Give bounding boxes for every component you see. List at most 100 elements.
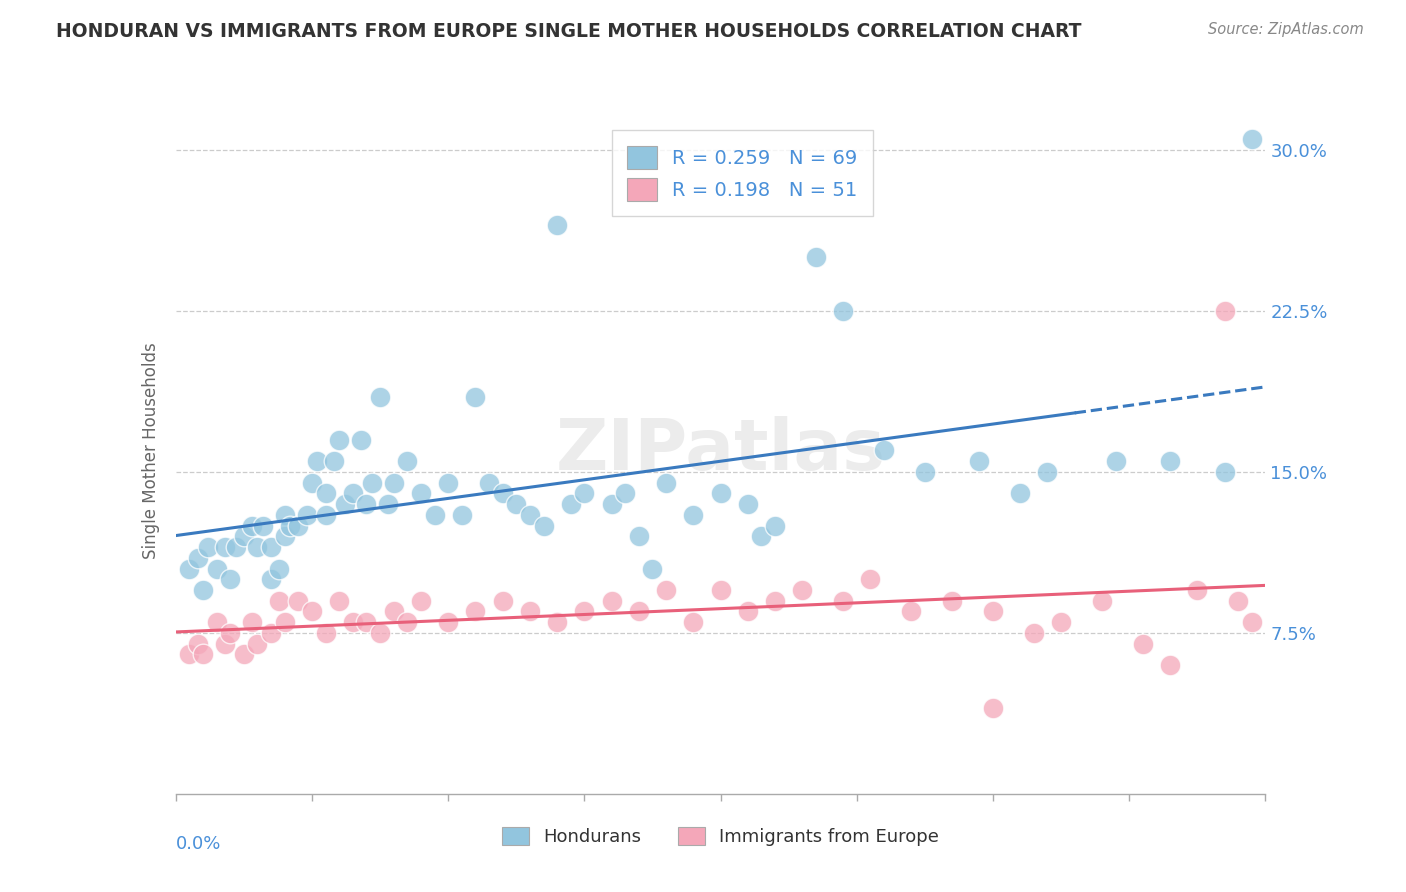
Point [600,593,623,607]
Point [914,465,936,479]
Text: 0.0%: 0.0% [176,835,221,853]
Point [205,561,228,575]
Point [737,604,759,618]
Point [287,593,309,607]
Point [1227,593,1250,607]
Point [240,615,263,630]
Point [295,508,318,522]
Point [219,572,242,586]
Point [240,518,263,533]
Point [533,518,555,533]
Point [763,518,786,533]
Point [274,615,297,630]
Point [287,518,309,533]
Point [737,497,759,511]
Text: Source: ZipAtlas.com: Source: ZipAtlas.com [1208,22,1364,37]
Point [859,572,882,586]
Point [186,637,209,651]
Point [560,497,582,511]
Point [546,615,568,630]
Point [252,518,274,533]
Point [219,626,242,640]
Point [437,615,460,630]
Point [301,475,323,490]
Point [315,626,337,640]
Point [315,486,337,500]
Point [627,529,650,543]
Point [356,615,378,630]
Point [900,604,922,618]
Point [328,433,350,447]
Point [1213,465,1236,479]
Point [205,615,228,630]
Point [641,561,664,575]
Point [191,582,214,597]
Point [301,604,323,618]
Point [1104,454,1126,468]
Point [191,648,214,662]
Point [574,604,596,618]
Point [356,497,378,511]
Point [763,593,786,607]
Point [546,218,568,232]
Point [260,572,283,586]
Point [804,250,827,264]
Point [232,648,254,662]
Point [246,540,269,554]
Point [350,433,373,447]
Point [1213,304,1236,318]
Point [1036,465,1059,479]
Point [1091,593,1114,607]
Point [1187,582,1209,597]
Point [600,497,623,511]
Point [333,497,356,511]
Text: HONDURAN VS IMMIGRANTS FROM EUROPE SINGLE MOTHER HOUSEHOLDS CORRELATION CHART: HONDURAN VS IMMIGRANTS FROM EUROPE SINGL… [56,22,1081,41]
Point [492,593,515,607]
Point [328,593,350,607]
Point [682,508,704,522]
Point [1022,626,1045,640]
Point [214,540,236,554]
Point [274,508,297,522]
Point [478,475,501,490]
Point [225,540,247,554]
Point [423,508,446,522]
Point [682,615,704,630]
Point [307,454,329,468]
Point [574,486,596,500]
Point [1050,615,1073,630]
Point [1010,486,1032,500]
Point [322,454,344,468]
Point [179,648,201,662]
Point [1132,637,1154,651]
Point [368,626,391,640]
Point [315,508,337,522]
Point [1159,658,1181,673]
Point [464,604,486,618]
Point [342,615,364,630]
Point [278,518,301,533]
Point [969,454,991,468]
Point [710,486,733,500]
Point [382,475,405,490]
Point [981,604,1004,618]
Point [832,593,855,607]
Point [260,540,283,554]
Point [269,593,291,607]
Point [179,561,201,575]
Point [505,497,527,511]
Legend: Hondurans, Immigrants from Europe: Hondurans, Immigrants from Europe [495,820,946,854]
Point [409,486,432,500]
Point [360,475,382,490]
Point [214,637,236,651]
Point [1159,454,1181,468]
Point [873,443,896,458]
Point [655,475,678,490]
Point [437,475,460,490]
Point [492,486,515,500]
Point [941,593,963,607]
Point [396,454,419,468]
Point [1240,615,1263,630]
Text: ZIPatlas: ZIPatlas [555,416,886,485]
Point [396,615,419,630]
